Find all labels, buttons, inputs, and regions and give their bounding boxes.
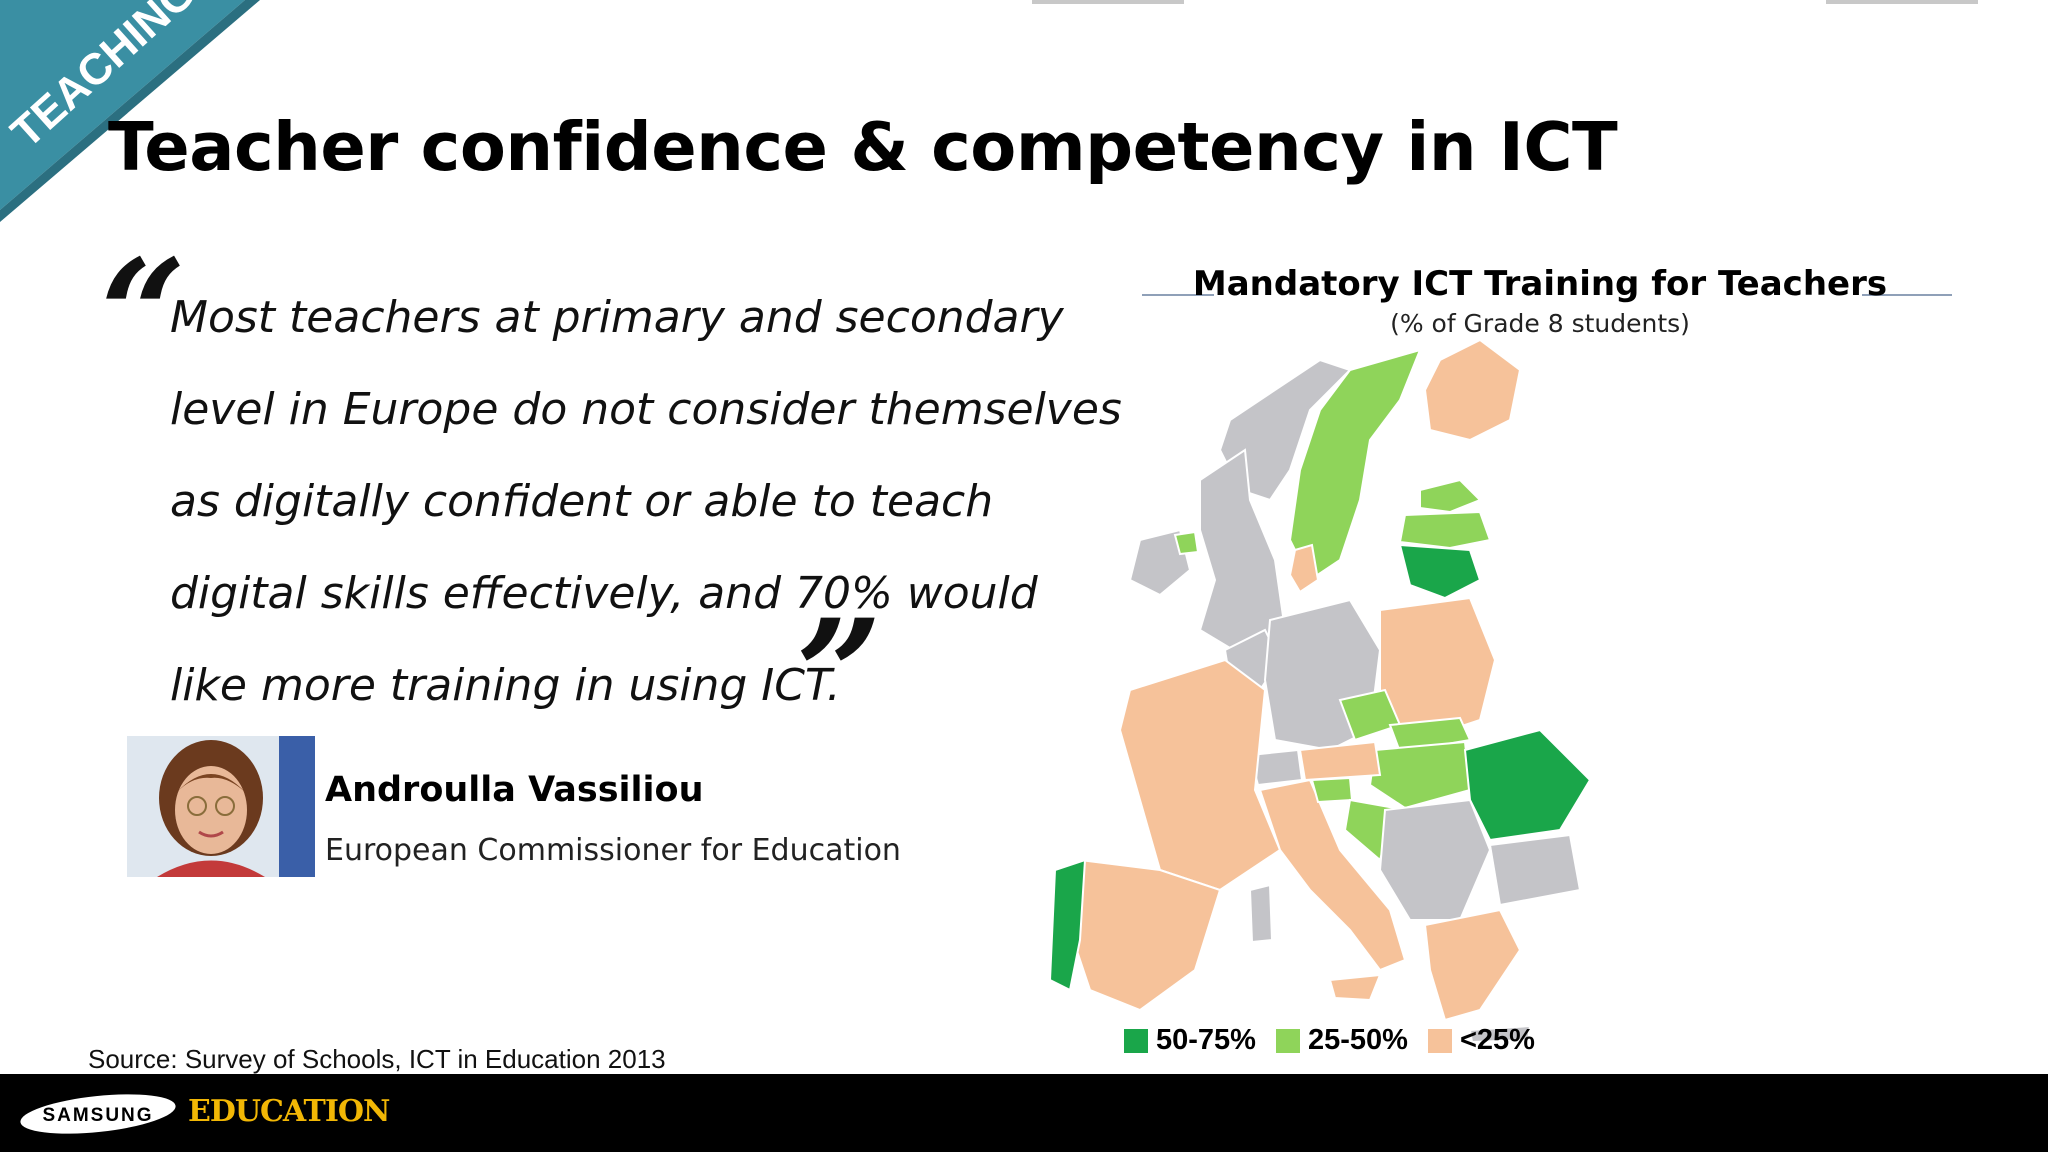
europe-choropleth-map	[1050, 338, 1592, 1044]
legend-item-high: 50-75%	[1124, 1024, 1256, 1057]
portrait-photo	[127, 736, 315, 877]
legend-item-low: <25%	[1427, 1024, 1535, 1057]
region-hungary	[1368, 740, 1472, 810]
open-quote-mark: “	[100, 227, 187, 403]
footer-bar: SAMSUNG EDUCATION	[0, 1074, 2048, 1152]
region-slovenia	[1310, 776, 1354, 804]
region-italy	[1258, 778, 1407, 972]
region-ireland	[1128, 528, 1192, 597]
region-northern-ireland	[1173, 530, 1200, 556]
map-title-right-rule	[1862, 294, 1952, 296]
region-lithuania	[1398, 543, 1482, 600]
map-legend: 50-75% 25-50% <25%	[1124, 1024, 1535, 1057]
region-spain	[1068, 858, 1222, 1012]
top-decor-line-1	[1032, 0, 1184, 4]
map-title-left-rule	[1142, 294, 1214, 296]
person-name: Androulla Vassiliou	[325, 770, 704, 810]
education-wordmark: EDUCATION	[188, 1094, 390, 1129]
region-romania	[1463, 728, 1592, 842]
source-citation: Source: Survey of Schools, ICT in Educat…	[88, 1044, 666, 1074]
map-title: Mandatory ICT Training for Teachers	[1192, 264, 1888, 304]
region-latvia	[1398, 510, 1492, 550]
quote-line-2: level in Europe do not consider themselv…	[170, 384, 1122, 435]
legend-swatch-low	[1427, 1028, 1452, 1053]
region-denmark	[1288, 543, 1320, 594]
legend-label-high: 50-75%	[1156, 1024, 1256, 1056]
region-slovakia	[1388, 716, 1472, 754]
region-estonia	[1419, 478, 1482, 514]
legend-item-mid: 25-50%	[1275, 1024, 1408, 1057]
region-crete	[1468, 1024, 1532, 1044]
region-sardinia	[1248, 883, 1274, 944]
quote-line-3: as digitally confident or able to teach	[170, 476, 994, 527]
region-finland	[1423, 338, 1522, 442]
region-sicily	[1328, 973, 1382, 1002]
teaching-corner-banner: TEACHING	[0, 0, 260, 222]
legend-label-low: <25%	[1459, 1024, 1535, 1056]
samsung-logo-text: SAMSUNG	[42, 1105, 153, 1126]
person-role: European Commissioner for Education	[325, 833, 901, 868]
region-greece	[1423, 908, 1522, 1022]
legend-swatch-mid	[1275, 1028, 1300, 1053]
quote-line-5: like more training in using ICT.	[170, 660, 841, 711]
region-portugal	[1050, 858, 1087, 992]
region-bulgaria	[1488, 833, 1582, 907]
top-decor-line-2	[1826, 0, 1978, 4]
map-subtitle: (% of Grade 8 students)	[1390, 309, 1690, 338]
region-france	[1118, 658, 1282, 892]
region-sweden	[1288, 348, 1422, 582]
legend-swatch-high	[1124, 1028, 1148, 1053]
region-austria	[1298, 740, 1382, 782]
quote-line-4: digital skills effectively, and 70% woul…	[170, 568, 1038, 619]
region-balkans	[1378, 798, 1492, 921]
samsung-logo: SAMSUNG	[20, 1094, 176, 1134]
close-quote-mark: ”	[796, 587, 883, 763]
quote-line-1: Most teachers at primary and secondary	[170, 292, 1064, 343]
legend-label-mid: 25-50%	[1307, 1024, 1408, 1056]
page-title: Teacher confidence & competency in ICT	[108, 108, 1618, 186]
